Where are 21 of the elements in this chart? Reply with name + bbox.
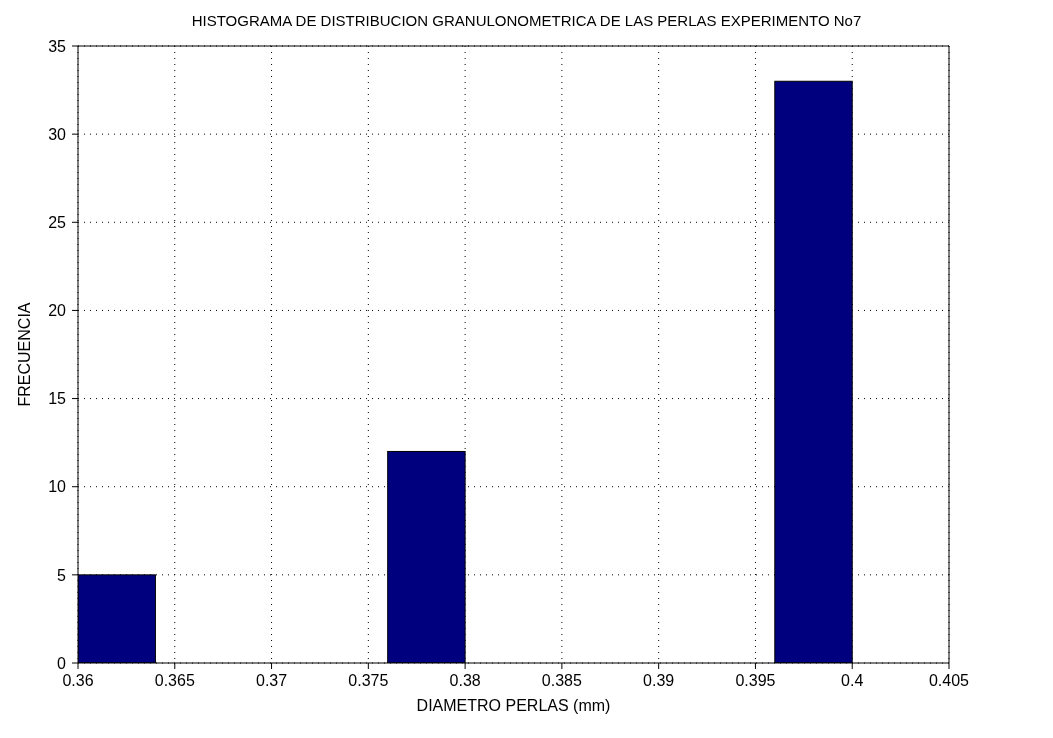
x-tick-label: 0.36 (62, 672, 94, 690)
x-tick-label: 0.405 (928, 672, 970, 690)
y-tick-label: 5 (57, 566, 67, 584)
x-tick-label: 0.38 (449, 672, 481, 690)
x-tick-label: 0.395 (735, 672, 776, 690)
y-tick-label: 0 (57, 654, 67, 672)
y-axis-title: FRECUENCIA (15, 302, 33, 407)
chart-title: HISTOGRAMA DE DISTRIBUCION GRANULONOMETRICA DE LAS PERLAS EXPERIMENTO No7 (190, 11, 863, 31)
y-tick-label: 20 (48, 302, 67, 320)
x-tick-label: 0.385 (541, 672, 583, 690)
y-tick-label: 10 (48, 478, 67, 496)
y-tick-label: 35 (48, 37, 67, 55)
x-tick-label: 0.4 (841, 672, 864, 690)
x-axis-title: DIAMETRO PERLAS (mm) (416, 697, 611, 714)
y-tick-label: 15 (48, 390, 67, 408)
x-tick-label: 0.39 (643, 672, 675, 690)
x-tick-label: 0.37 (255, 672, 288, 690)
y-tick-label: 25 (48, 213, 67, 231)
x-tick-label: 0.365 (154, 672, 195, 690)
y-tick-label: 30 (48, 125, 67, 143)
x-tick-label: 0.375 (348, 672, 389, 690)
